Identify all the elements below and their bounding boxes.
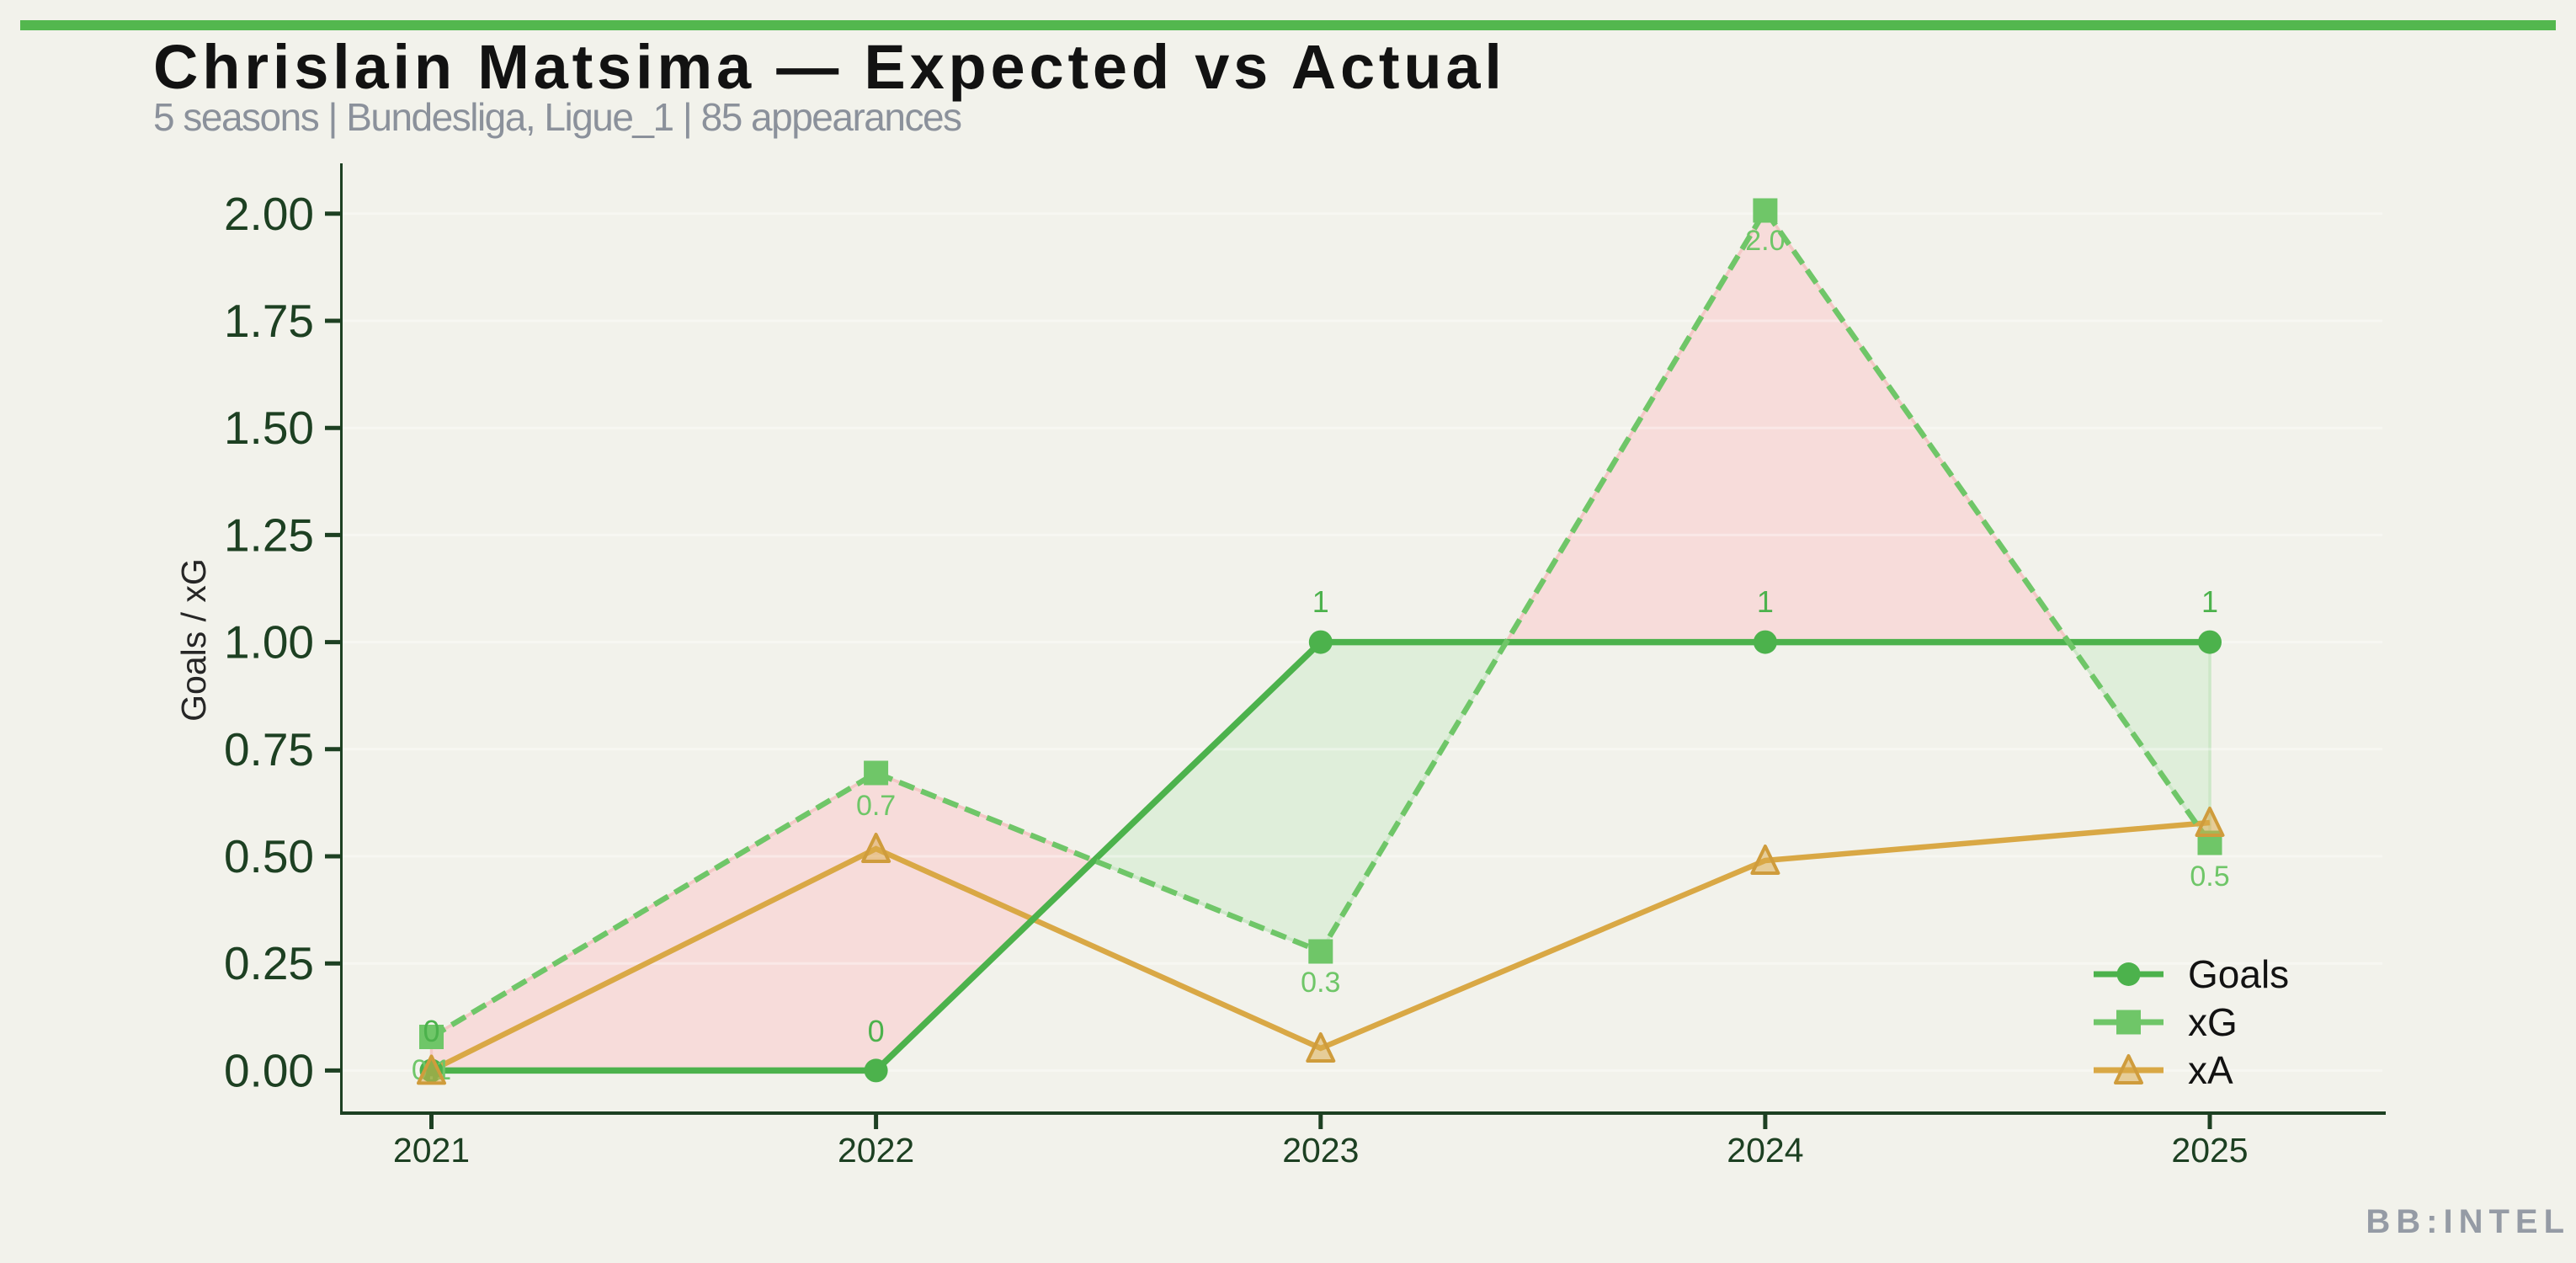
svg-text:0.7: 0.7 xyxy=(856,790,896,822)
svg-text:0: 0 xyxy=(868,1014,885,1048)
svg-text:2022: 2022 xyxy=(838,1131,914,1170)
svg-text:2.00: 2.00 xyxy=(224,188,314,240)
svg-text:1.25: 1.25 xyxy=(224,509,314,561)
svg-text:Goals / xG: Goals / xG xyxy=(174,558,213,722)
svg-text:2021: 2021 xyxy=(393,1131,470,1170)
svg-text:1: 1 xyxy=(2201,584,2218,619)
svg-text:2.0: 2.0 xyxy=(1745,225,1785,257)
svg-text:1.75: 1.75 xyxy=(224,295,314,347)
svg-text:Goals: Goals xyxy=(2188,952,2289,996)
svg-text:1.00: 1.00 xyxy=(224,616,314,669)
svg-text:1: 1 xyxy=(1312,584,1329,619)
svg-text:1: 1 xyxy=(1757,584,1774,619)
svg-text:1.50: 1.50 xyxy=(224,402,314,454)
svg-text:0.25: 0.25 xyxy=(224,937,314,989)
svg-text:0.5: 0.5 xyxy=(2190,861,2229,893)
svg-text:0: 0 xyxy=(423,1014,439,1048)
svg-text:BB:INTEL: BB:INTEL xyxy=(2366,1203,2570,1240)
svg-text:Chrislain Matsima — Expected v: Chrislain Matsima — Expected vs Actual xyxy=(153,32,1506,102)
svg-text:5 seasons | Bundesliga, Ligue_: 5 seasons | Bundesliga, Ligue_1 | 85 app… xyxy=(153,95,961,139)
svg-text:0.75: 0.75 xyxy=(224,723,314,775)
svg-text:0.3: 0.3 xyxy=(1301,967,1340,999)
svg-text:xG: xG xyxy=(2188,1000,2238,1044)
svg-text:2025: 2025 xyxy=(2171,1131,2248,1170)
svg-text:0.50: 0.50 xyxy=(224,830,314,882)
svg-text:0.00: 0.00 xyxy=(224,1044,314,1096)
svg-text:2024: 2024 xyxy=(1727,1131,1803,1170)
svg-text:2023: 2023 xyxy=(1282,1131,1359,1170)
svg-text:xA: xA xyxy=(2188,1048,2233,1092)
